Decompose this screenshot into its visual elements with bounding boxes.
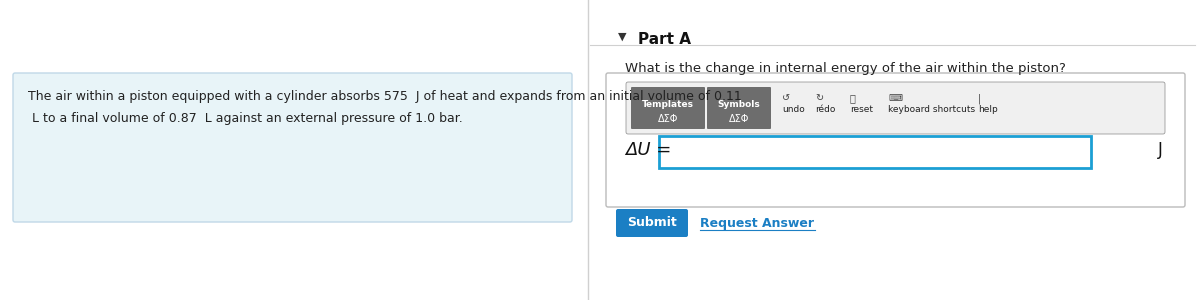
- FancyBboxPatch shape: [13, 73, 572, 222]
- Text: |: |: [978, 93, 982, 104]
- Text: What is the change in internal energy of the air within the piston?: What is the change in internal energy of…: [625, 62, 1066, 75]
- Text: The air within a piston equipped with a cylinder absorbs 575  J of heat and expa: The air within a piston equipped with a …: [28, 90, 742, 103]
- Text: Submit: Submit: [628, 217, 677, 230]
- Text: ⌕: ⌕: [850, 93, 856, 103]
- FancyBboxPatch shape: [606, 73, 1186, 207]
- Text: undo: undo: [782, 105, 805, 114]
- Text: ⌨: ⌨: [888, 93, 902, 103]
- Text: ΔΣΦ: ΔΣΦ: [728, 114, 749, 124]
- Text: J: J: [1158, 141, 1163, 159]
- FancyBboxPatch shape: [616, 209, 688, 237]
- Text: Request Answer: Request Answer: [700, 217, 814, 230]
- Text: ΔU =: ΔU =: [625, 141, 671, 159]
- FancyBboxPatch shape: [631, 87, 706, 129]
- Text: reset: reset: [850, 105, 874, 114]
- Text: ▼: ▼: [618, 32, 626, 42]
- Text: help: help: [978, 105, 997, 114]
- Text: Templates: Templates: [642, 100, 694, 109]
- Text: Symbols: Symbols: [718, 100, 761, 109]
- Text: ↻: ↻: [815, 93, 823, 103]
- FancyBboxPatch shape: [707, 87, 772, 129]
- Text: rédo: rédo: [815, 105, 835, 114]
- Text: Part A: Part A: [638, 32, 691, 47]
- Text: L to a final volume of 0.87  L against an external pressure of 1.0 bar.: L to a final volume of 0.87 L against an…: [28, 112, 463, 125]
- FancyBboxPatch shape: [659, 136, 1091, 168]
- Text: keyboard shortcuts: keyboard shortcuts: [888, 105, 976, 114]
- Text: ↺: ↺: [782, 93, 790, 103]
- FancyBboxPatch shape: [626, 82, 1165, 134]
- Text: ΔΣΦ: ΔΣΦ: [658, 114, 678, 124]
